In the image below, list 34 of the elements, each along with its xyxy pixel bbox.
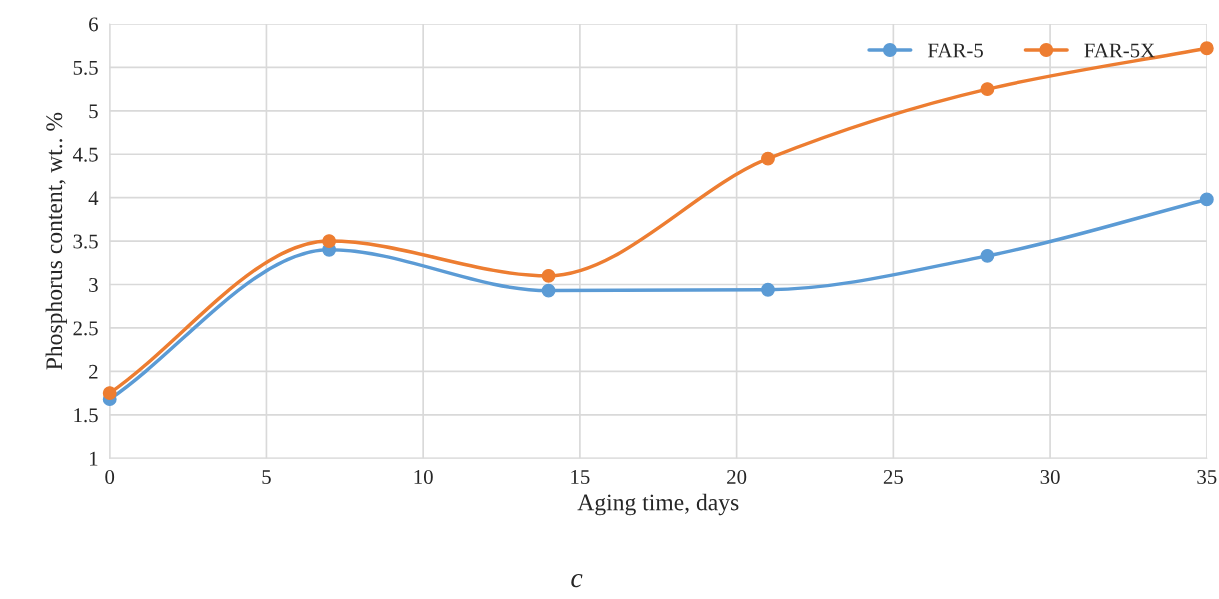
y-tick-label: 1 [90,451,98,466]
x-tick-label: 15 [571,470,590,485]
point [761,151,775,166]
point [541,283,556,298]
x-axis-title: Aging time, days [577,493,739,516]
x-tick-label: 5 [262,470,271,485]
point [102,386,117,401]
y-axis-title: Phosphorus content, wt.. % [45,112,67,370]
x-tick-label: 0 [105,469,115,485]
x-tick-label: 30 [1040,469,1060,485]
point [322,234,337,249]
point [1199,192,1214,207]
y-tick-label: 3 [89,277,98,292]
point [980,248,995,263]
y-tick-label: 4.5 [72,147,98,162]
point [761,282,775,297]
y-tick-label: 5.5 [73,60,98,75]
y-tick-label: 6 [89,17,98,32]
x-tick-label: 20 [727,469,747,485]
text: c [571,573,583,588]
legend-label: FAR-5X [1084,43,1155,58]
point [541,268,556,283]
y-tick-label: 2 [89,364,98,379]
y-tick-label: 4 [88,191,99,205]
y-tick-label: 1.5 [74,408,98,423]
point [980,82,995,97]
x-tick-label: 35 [1197,470,1217,485]
x-tick-label: 10 [414,469,433,485]
y-tick-label: 5 [89,104,98,119]
x-tick-label: 25 [883,470,903,485]
y-tick-label: 3.5 [73,234,98,249]
y-tick-label: 2.5 [73,321,98,336]
legend-label: FAR-5 [928,43,983,58]
point [1199,41,1214,56]
